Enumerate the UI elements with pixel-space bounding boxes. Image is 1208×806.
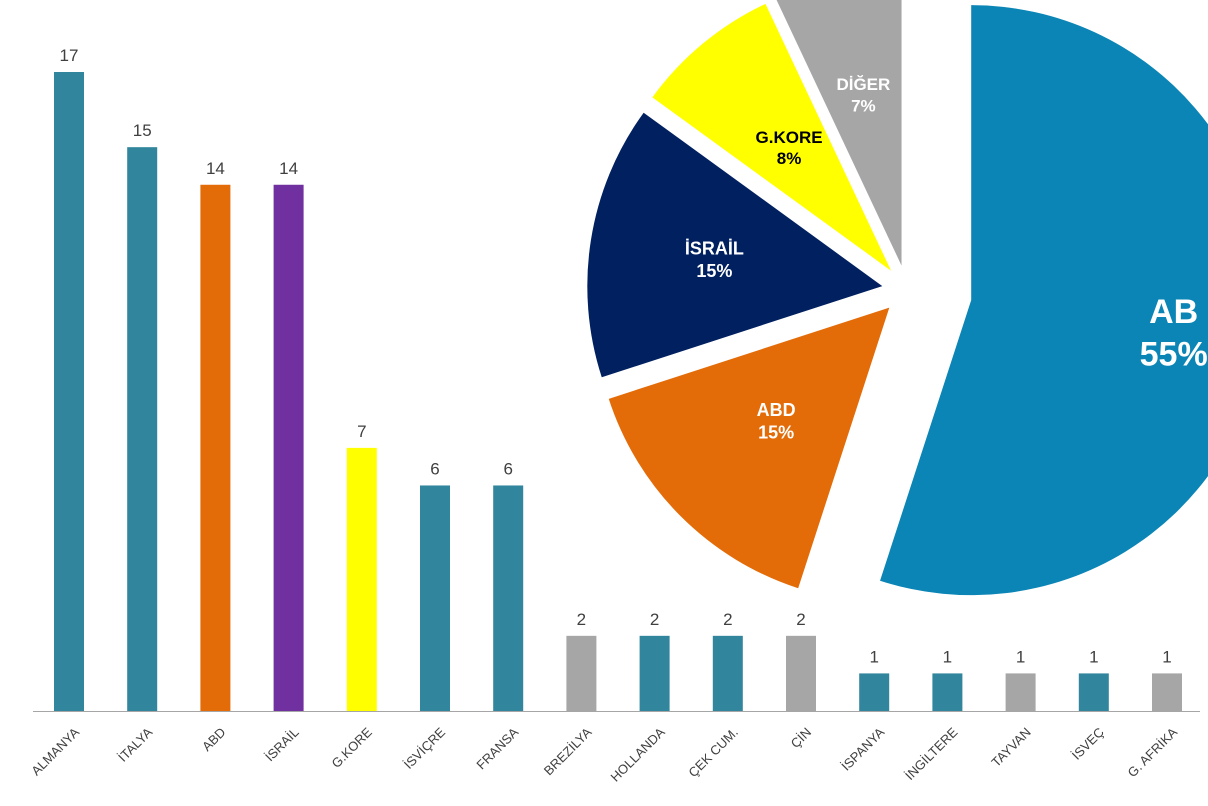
x-tick-label-9: ÇEK CUM.: [685, 725, 741, 781]
pie-label-4: DİĞER: [836, 75, 890, 94]
x-tick-label-15: G. AFRİKA: [1125, 724, 1181, 780]
x-tick-label-7: BREZİLYA: [541, 724, 595, 778]
pie-value-label-4: 7%: [851, 96, 876, 115]
bar-value-label-0: 17: [60, 46, 79, 65]
x-tick-label-13: TAYVAN: [988, 725, 1033, 770]
pie-label-1: ABD: [757, 400, 796, 420]
bar-value-label-4: 7: [357, 422, 366, 441]
bar-4: [346, 447, 377, 711]
bar-chart: 17 ALMANYA 15 İTALYA 14 ABD 14 İSRAİL 7 G.KORE 6 İS…: [28, 46, 1200, 785]
bar-value-label-5: 6: [430, 459, 439, 478]
pie-value-label-1: 15%: [758, 422, 794, 442]
bar-value-label-15: 1: [1162, 647, 1171, 666]
bar-value-label-9: 2: [723, 610, 732, 629]
bar-7: [566, 635, 597, 711]
pie-slice-3: [652, 3, 892, 271]
bar-0: [54, 72, 84, 711]
bar-value-label-3: 14: [279, 159, 298, 178]
pie-slice-1: [608, 307, 890, 589]
x-tick-label-2: ABD: [199, 725, 229, 755]
bar-value-label-13: 1: [1016, 647, 1025, 666]
bar-8: [639, 635, 670, 711]
bar-value-label-1: 15: [133, 121, 152, 140]
bar-6: [493, 485, 524, 711]
bar-value-label-14: 1: [1089, 647, 1098, 666]
bar-1: [127, 147, 158, 712]
x-tick-label-8: HOLLANDA: [608, 724, 668, 784]
x-tick-label-10: ÇİN: [788, 725, 814, 751]
pie-label-0: AB: [1149, 293, 1198, 331]
x-tick-label-12: İNGİLTERE: [902, 724, 961, 783]
x-tick-label-5: İSVİÇRE: [401, 724, 449, 772]
bar-value-label-12: 1: [943, 647, 952, 666]
bar-value-label-8: 2: [650, 610, 659, 629]
x-tick-label-14: İSVEÇ: [1069, 725, 1107, 763]
bar-value-label-2: 14: [206, 159, 225, 178]
pie-slice-2: [587, 112, 883, 378]
pie-slice-0: [880, 5, 1208, 596]
bar-3: [273, 184, 304, 711]
bar-2: [200, 184, 231, 711]
pie-value-label-3: 8%: [777, 149, 802, 168]
x-tick-label-1: İTALYA: [115, 724, 155, 764]
bar-12: [932, 673, 963, 711]
pie-value-label-2: 15%: [696, 261, 732, 281]
bar-value-label-11: 1: [869, 647, 878, 666]
bar-11: [859, 673, 890, 711]
bar-value-label-6: 6: [503, 459, 512, 478]
x-tick-label-11: İSPANYA: [838, 724, 887, 773]
x-tick-label-3: İSRAİL: [262, 725, 302, 765]
pie-label-3: G.KORE: [756, 128, 823, 147]
bar-9: [712, 635, 743, 711]
bar-10: [786, 635, 816, 711]
pie-slice-4: [776, 0, 902, 266]
x-tick-label-4: G.KORE: [329, 724, 376, 771]
pie-value-label-0: 55%: [1140, 335, 1208, 373]
x-tick-label-6: FRANSA: [473, 724, 521, 772]
pie-label-2: İSRAİL: [685, 239, 744, 259]
bar-value-label-10: 2: [796, 610, 805, 629]
bar-14: [1078, 673, 1109, 711]
bar-value-label-7: 2: [577, 610, 586, 629]
bar-5: [420, 485, 450, 711]
bar-15: [1152, 673, 1182, 711]
x-tick-label-0: ALMANYA: [28, 724, 82, 778]
bar-13: [1005, 673, 1036, 711]
